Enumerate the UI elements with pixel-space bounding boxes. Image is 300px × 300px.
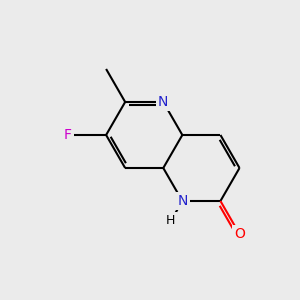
Text: O: O — [234, 227, 245, 241]
Text: N: N — [177, 194, 188, 208]
Text: H: H — [166, 214, 176, 227]
Text: F: F — [64, 128, 72, 142]
Text: N: N — [158, 95, 169, 109]
